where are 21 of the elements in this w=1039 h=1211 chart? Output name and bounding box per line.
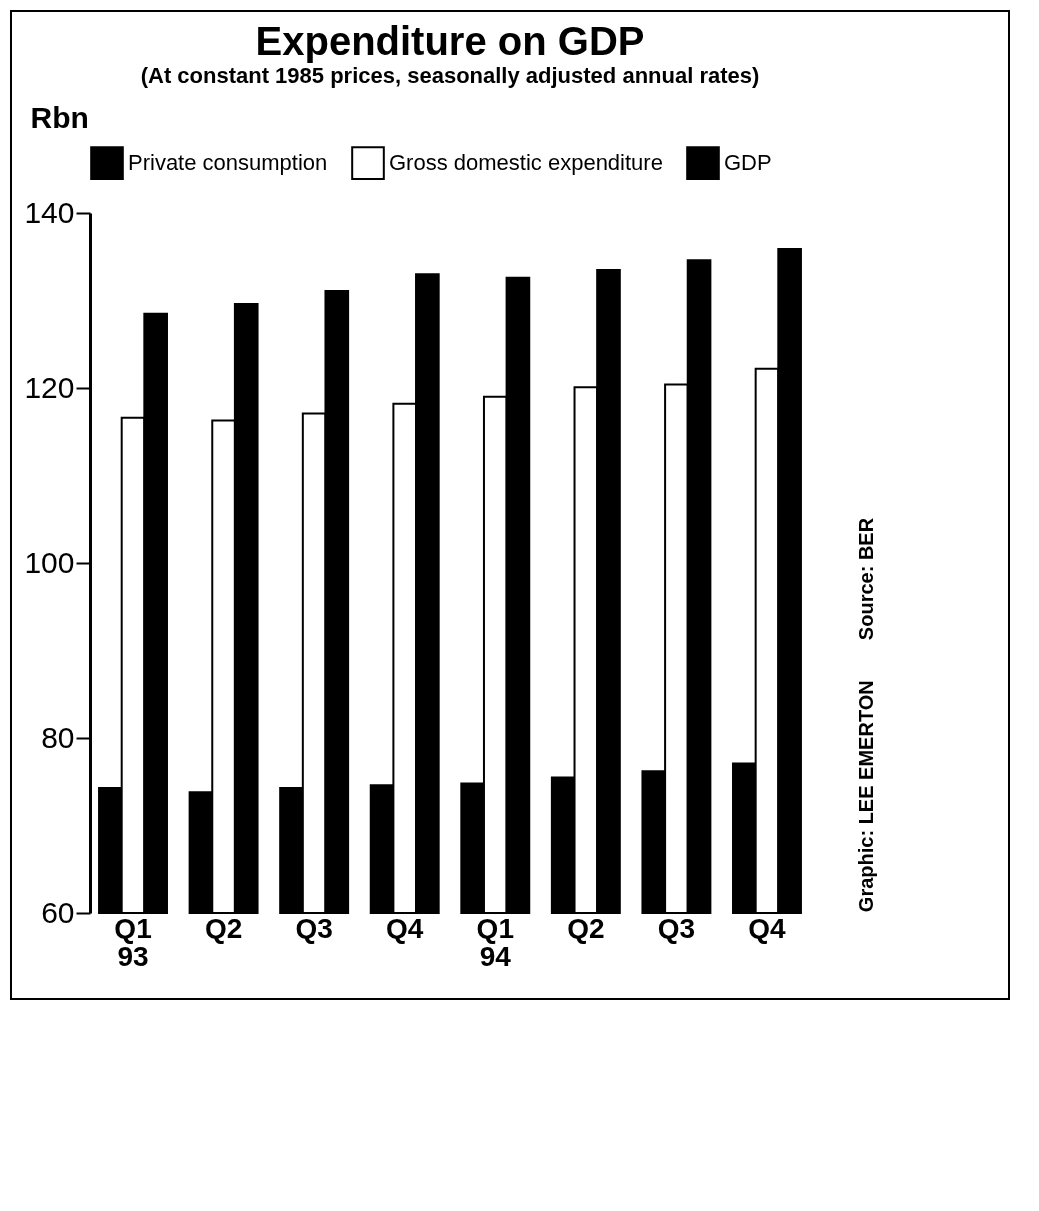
x-tick-label: Q3 [657,912,696,944]
x-tick-label: Q2 [204,912,243,944]
y-tick-label: 80 [41,720,75,754]
x-tick-label: Q4 [748,912,787,944]
chart-subtitle: (At constant 1985 prices, seasonally adjusted annual rates) [140,63,760,88]
y-tick-label: 140 [24,195,75,229]
x-tick-label: Q1 93 [114,912,152,972]
x-tick-label: Q1 94 [476,912,514,972]
source-note: Source: BER [855,517,878,641]
legend-label: Private consumption [128,150,328,176]
y-tick-label: 120 [24,370,75,404]
x-tick-label: Q3 [295,912,333,944]
legend-label: GDP [724,150,772,176]
chart-title: Expenditure on GDP [255,19,645,63]
y-tick-label: 60 [41,895,75,929]
x-tick-label: Q2 [567,912,605,944]
text: Graphic: LEE EMERTON [855,680,878,912]
legend-label: Gross domestic expenditure [389,150,663,176]
y-tick-label: 100 [24,545,75,579]
x-tick-label: Q4 [386,912,424,944]
y-axis-title: Rbn [30,100,89,134]
